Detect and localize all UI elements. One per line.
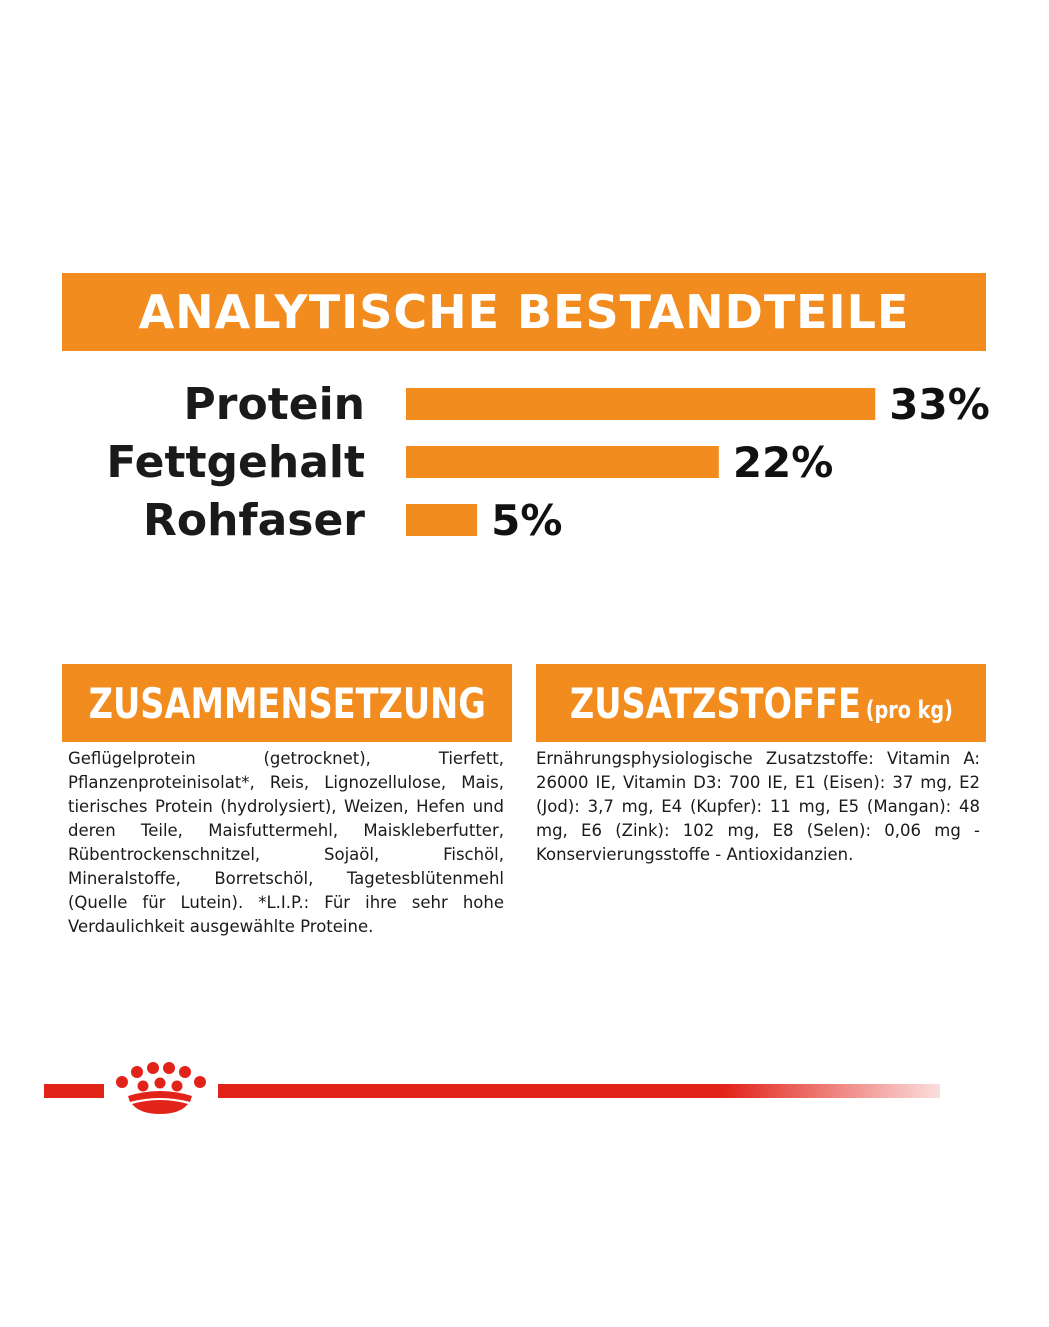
section-title-additives-text: ZUSATZSTOFFE <box>569 678 861 728</box>
bar-label-rohfaser: Rohfaser <box>143 495 365 546</box>
section-banner-composition: ZUSAMMENSETZUNG <box>62 664 512 742</box>
bar-label-fettgehalt: Fettgehalt <box>106 437 365 488</box>
section-title-additives: ZUSATZSTOFFE (pro kg) <box>569 679 952 728</box>
section-banner-additives: ZUSATZSTOFFE (pro kg) <box>536 664 986 742</box>
bar-rohfaser <box>406 504 478 536</box>
section-title-composition: ZUSAMMENSETZUNG <box>88 678 486 728</box>
section-title-analytical: ANALYTISCHE BESTANDTEILE <box>138 285 910 339</box>
footer-line-left <box>44 1084 104 1098</box>
additives-unit: (pro kg) <box>865 695 953 724</box>
composition-text: Geflügelprotein (getrocknet), Tierfett, … <box>68 749 504 936</box>
bar-value-rohfaser: 5% <box>491 496 562 545</box>
crown-icon <box>116 1062 206 1114</box>
bar-label-protein: Protein <box>184 379 365 430</box>
footer-line-right <box>218 1084 940 1098</box>
bar-fettgehalt <box>406 446 719 478</box>
bar-protein <box>406 388 876 420</box>
nutrient-bar-chart: Protein 33% Fettgehalt 22% Rohfaser 5% <box>106 379 990 546</box>
bar-value-fettgehalt: 22% <box>733 438 834 487</box>
additives-text: Ernährungsphysiologische Zusatzstoffe: V… <box>536 749 980 864</box>
section-banner-analytical: ANALYTISCHE BESTANDTEILE <box>62 273 986 351</box>
bar-value-protein: 33% <box>889 380 990 429</box>
